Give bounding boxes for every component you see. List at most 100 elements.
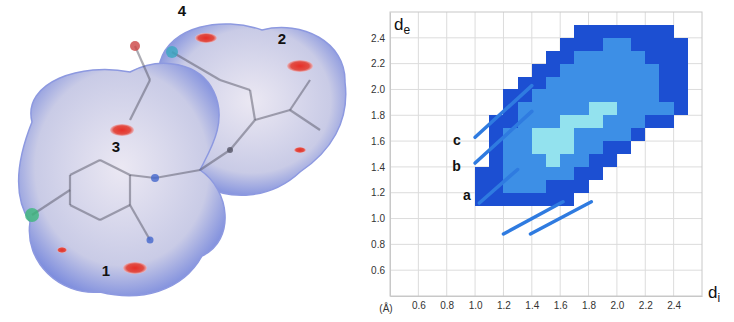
bond [70,160,100,175]
bond [100,205,130,220]
label-subscript: i [717,291,720,305]
heatmap-cell [560,102,574,115]
tick-label: 2.2 [371,58,385,69]
heatmap-cell [560,154,574,167]
heatmap-cell [574,64,588,77]
heatmap-cell [659,102,673,115]
heatmap-cell [603,89,617,102]
heatmap-cell [574,89,588,102]
hirshfeld-surface [19,63,225,295]
heatmap-cell [617,128,631,141]
atom [151,174,159,182]
heatmap-cell [631,25,645,38]
heatmap-cell [532,102,546,115]
heatmap-cell [589,89,603,102]
heatmap-cell [532,64,546,77]
heatmap-cell [574,128,588,141]
heatmap-cell [546,167,560,180]
heatmap-cell [603,128,617,141]
heatmap-cell [603,154,617,167]
tick: 2.4 [667,296,681,311]
tick: 2.2 [639,296,653,311]
tick-label: 1.6 [554,300,568,311]
heatmap-cell [574,77,588,90]
data-marks [475,25,688,234]
heatmap-cell [518,128,532,141]
heatmap-cell [617,38,631,51]
heatmap-cell [589,141,603,154]
tick-label: 0.8 [440,300,454,311]
heatmap-cell [574,154,588,167]
heatmap-cell [645,89,659,102]
heatmap-cell [631,128,645,141]
fingerprint-plot [390,12,702,296]
heatmap-cell [589,25,603,38]
heatmap-cell [603,25,617,38]
heatmap-cell [589,51,603,64]
tick: 1.2 [497,296,511,311]
tick: 1.0 [371,213,390,224]
tick: 1.8 [371,110,390,121]
heatmap-cell [631,89,645,102]
heatmap-cell [532,128,546,141]
contact-spot [110,124,134,136]
tick-label: 2.4 [667,300,681,311]
bond [200,150,230,170]
heatmap-cell [489,154,503,167]
heatmap-cell [617,115,631,128]
heatmap-cell [589,64,603,77]
heatmap-cell [546,128,560,141]
bond [130,80,150,120]
label-part: d [708,283,717,302]
tick: 1.8 [582,296,596,311]
heatmap-cell [674,51,688,64]
heatmap-cell [631,38,645,51]
tick-label: 0.6 [371,265,385,276]
heatmap-cell [589,115,603,128]
heatmap-cell [560,64,574,77]
contact-spot [287,60,313,72]
heatmap-cell [574,180,588,193]
heatmap-cell [574,115,588,128]
bond [129,175,131,205]
heatmap-cell [617,77,631,90]
atom [166,46,178,58]
grid-line [418,12,419,296]
heatmap-cell [674,89,688,102]
tick: 1.2 [371,187,390,198]
tick-label: 1.2 [371,187,385,198]
contact-spot [195,33,217,43]
tick: 1.4 [371,162,390,173]
tick: 1.0 [469,296,483,311]
heatmap-cell [674,102,688,115]
grid-line [475,12,476,296]
heatmap-cell [532,154,546,167]
molecule-diagram: 1234 [19,2,346,296]
heatmap-cell [518,154,532,167]
heatmap-cell [631,64,645,77]
heatmap-cell [546,77,560,90]
contact-label: 4 [178,2,187,19]
contact-spot [294,147,306,153]
grid-line [390,270,702,271]
annotation: b [452,158,461,174]
heatmap-cell [617,64,631,77]
plot-background [390,12,702,296]
heatmap-cell [546,154,560,167]
contact-label: 2 [278,30,286,47]
heatmap-cell [532,89,546,102]
heatmap-cell [659,25,673,38]
heatmap-cell [589,128,603,141]
heatmap-cell [546,51,560,64]
contact-label: 3 [112,138,120,155]
heatmap-cell [574,25,588,38]
heatmap-cell [674,38,688,51]
figure-svg: 12340.60.81.01.21.41.61.82.02.22.40.60.8… [0,0,734,322]
tick: 1.6 [371,136,390,147]
heatmap-cell [532,193,546,206]
tick-label: 1.8 [582,300,596,311]
tick-label: 1.0 [371,213,385,224]
atom [227,147,233,153]
heatmap-cell [645,102,659,115]
heatmap-cell [645,77,659,90]
